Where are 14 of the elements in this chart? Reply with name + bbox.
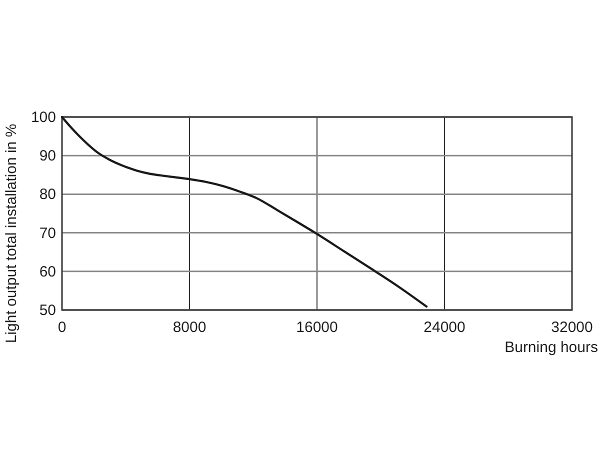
x-tick-label: 32000 <box>551 319 593 336</box>
x-tick-label: 16000 <box>296 319 338 336</box>
line-series <box>60 116 428 308</box>
y-tick-label: 70 <box>39 224 56 242</box>
y-tick-label: 100 <box>30 109 56 126</box>
y-tick-label: 90 <box>39 148 56 165</box>
x-tick-label: 0 <box>58 319 66 336</box>
x-axis-title: Burning hours <box>504 339 598 356</box>
y-tick-label: 60 <box>39 263 56 280</box>
x-tick-label: 8000 <box>172 319 206 336</box>
y-tick-label: 50 <box>39 302 56 319</box>
y-axis-title: Light output total installation in % <box>3 124 20 344</box>
x-tick-label: 24000 <box>424 319 466 336</box>
y-tick-label: 80 <box>39 186 56 204</box>
